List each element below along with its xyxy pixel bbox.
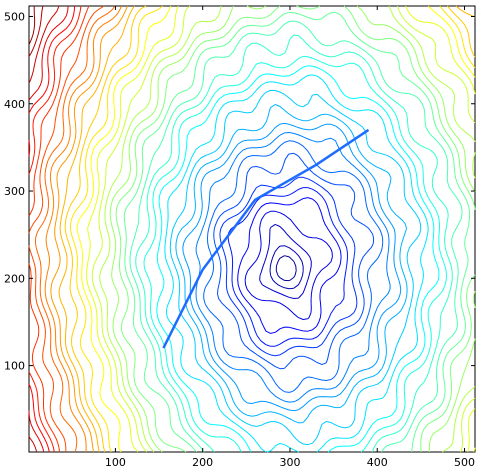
contour-level-20: [115, 5, 476, 453]
y-axis-ticks: 100 200 300 400 500: [4, 10, 475, 373]
y-tick-label: 500: [4, 10, 25, 23]
contour-level-4: [244, 210, 333, 320]
contour-level-9: [203, 140, 384, 393]
contour-lines: [28, 5, 476, 453]
x-tick-label: 400: [367, 456, 388, 469]
contour-level-21: [109, 5, 476, 453]
contour-level-25: [76, 5, 476, 453]
contour-level-29: [50, 5, 129, 453]
x-tick-label: 200: [192, 456, 213, 469]
x-tick-label: 300: [279, 456, 300, 469]
contour-level-33: [28, 5, 90, 453]
contour-level-11: [182, 122, 402, 412]
contour-level-36: [28, 5, 69, 453]
contour-level-14: [164, 74, 429, 453]
contour-level-39: [28, 6, 36, 45]
contour-level-24: [86, 5, 476, 453]
contour-level-1: [275, 255, 297, 282]
contour-level-7: [219, 176, 358, 357]
contour-level-13: [169, 89, 422, 446]
contour-level-28: [58, 5, 476, 453]
contour-level-17: [135, 34, 453, 453]
plot-frame: [28, 5, 476, 453]
y-tick-label: 200: [4, 272, 25, 285]
contour-level-15: [156, 65, 440, 453]
contour-level-30: [44, 5, 123, 452]
contour-level-35: [28, 5, 76, 453]
x-axis-ticks: 100 200 300 400 500: [105, 6, 475, 469]
contour-level-16: [143, 55, 447, 453]
contour-level-10: [195, 132, 391, 403]
contour-level-38: [28, 5, 44, 58]
y-tick-label: 300: [4, 185, 25, 198]
contour-level-6: [227, 187, 348, 347]
y-tick-label: 400: [4, 98, 25, 111]
contour-level-34: [28, 5, 82, 453]
contour-level-22: [99, 5, 476, 453]
contour-level-32: [28, 5, 105, 452]
contour-level-27: [64, 5, 476, 453]
contour-level-26: [69, 5, 476, 453]
y-tick-label: 100: [4, 360, 25, 373]
contour-level-31: [35, 5, 116, 453]
contour-level-5: [237, 197, 342, 334]
contour-level-18: [129, 20, 463, 453]
contour-level-12: [175, 104, 408, 424]
contour-level-2: [269, 245, 304, 290]
x-tick-label: 100: [105, 456, 126, 469]
ridge-line: [162, 128, 370, 349]
contour-level-37: [28, 5, 60, 453]
x-tick-label: 500: [454, 456, 475, 469]
contour-level-3: [259, 223, 312, 299]
contour-level-23: [91, 5, 476, 453]
contour-level-19: [123, 11, 471, 453]
contour-level-8: [213, 152, 375, 370]
